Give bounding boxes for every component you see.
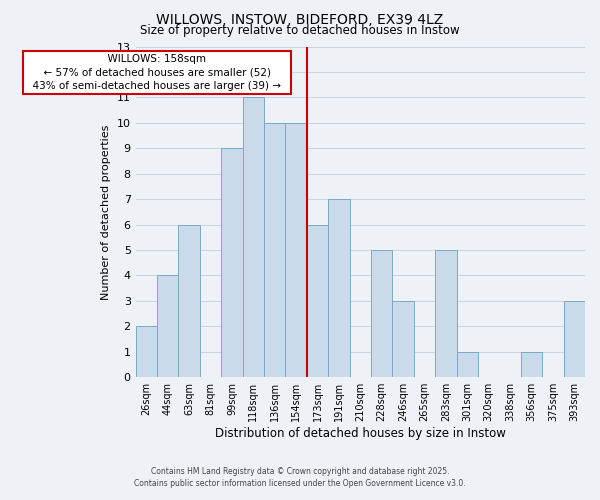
Text: WILLOWS, INSTOW, BIDEFORD, EX39 4LZ: WILLOWS, INSTOW, BIDEFORD, EX39 4LZ [157, 12, 443, 26]
Bar [178, 224, 200, 377]
Bar [563, 301, 585, 377]
Y-axis label: Number of detached properties: Number of detached properties [101, 124, 111, 300]
Bar [435, 250, 457, 377]
Bar [392, 301, 414, 377]
Bar [221, 148, 242, 377]
Bar [371, 250, 392, 377]
Text: WILLOWS: 158sqm  
  ← 57% of detached houses are smaller (52)  
  43% of semi-de: WILLOWS: 158sqm ← 57% of detached houses… [26, 54, 288, 90]
Bar [521, 352, 542, 377]
Text: Size of property relative to detached houses in Instow: Size of property relative to detached ho… [140, 24, 460, 37]
Bar [157, 276, 178, 377]
Text: Contains HM Land Registry data © Crown copyright and database right 2025.
Contai: Contains HM Land Registry data © Crown c… [134, 466, 466, 487]
Bar [328, 199, 350, 377]
Bar [242, 98, 264, 377]
Bar [264, 123, 286, 377]
Bar [136, 326, 157, 377]
X-axis label: Distribution of detached houses by size in Instow: Distribution of detached houses by size … [215, 427, 506, 440]
Bar [286, 123, 307, 377]
Bar [307, 224, 328, 377]
Bar [457, 352, 478, 377]
